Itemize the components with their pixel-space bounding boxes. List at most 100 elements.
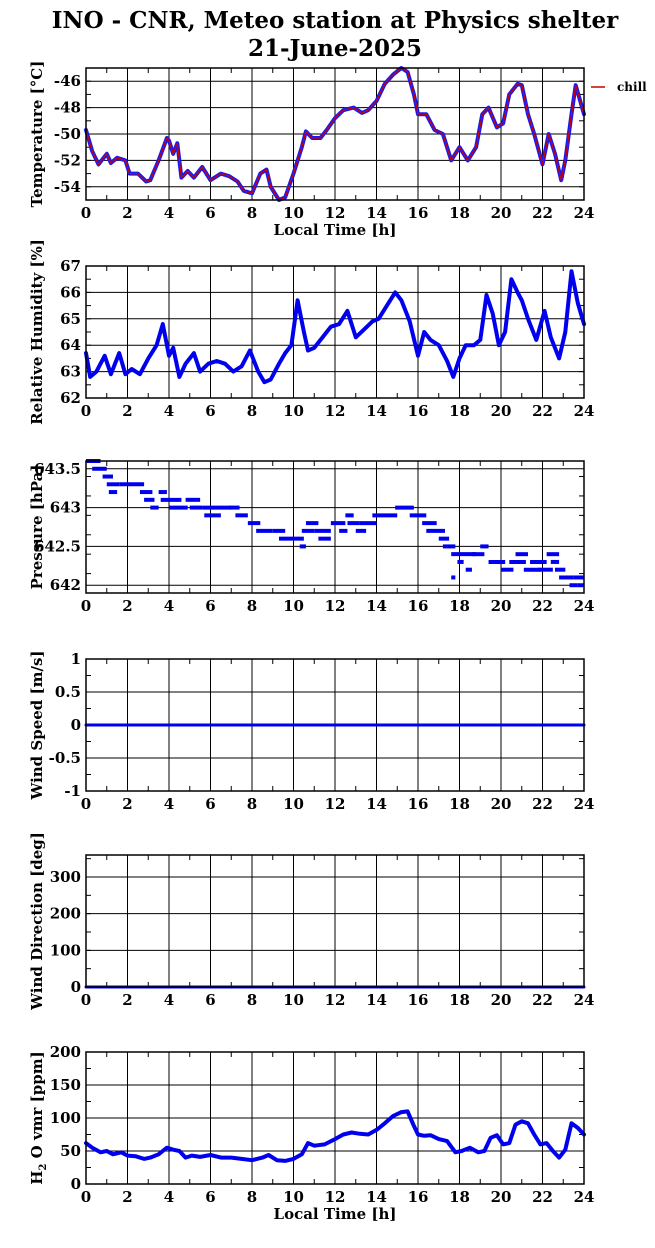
wind-direction-ytick-label: 0 (71, 978, 81, 996)
humidity-ytick-label: 64 (60, 336, 81, 354)
temperature-xtick-label: 10 (283, 204, 304, 222)
humidity-xtick-label: 8 (247, 402, 257, 420)
wind-speed-ytick-label: -1 (64, 782, 81, 800)
pressure-xtick-label: 16 (408, 597, 429, 615)
figure-title-line2: 21-June-2025 (248, 35, 422, 62)
h2o-xtick-label: 14 (366, 1188, 387, 1206)
wind-speed-ylabel: Wind Speed [m/s] (28, 650, 46, 800)
temperature-ytick-label: -48 (54, 99, 81, 117)
humidity-xtick-label: 24 (574, 402, 595, 420)
wind-speed-xtick-label: 12 (325, 795, 346, 813)
h2o-ytick-label: 200 (50, 1043, 81, 1061)
temperature-xtick-label: 0 (81, 204, 91, 222)
h2o-ytick-label: 100 (50, 1109, 81, 1127)
humidity-xtick-label: 22 (532, 402, 553, 420)
wind-direction-xtick-label: 16 (408, 991, 429, 1009)
h2o-xtick-label: 10 (283, 1188, 304, 1206)
figure-title-line1: INO - CNR, Meteo station at Physics shel… (52, 7, 619, 34)
temperature-xtick-label: 12 (325, 204, 346, 222)
h2o-xtick-label: 24 (574, 1188, 595, 1206)
humidity-series-rh (84, 269, 586, 385)
humidity-xtick-label: 4 (164, 402, 174, 420)
h2o-frame (85, 1051, 585, 1185)
temperature-xtick-label: 22 (532, 204, 553, 222)
humidity-ytick-label: 62 (60, 389, 81, 407)
wind-direction-xtick-label: 10 (283, 991, 304, 1009)
pressure-xtick-label: 4 (164, 597, 174, 615)
temperature-xtick-label: 20 (491, 204, 512, 222)
h2o-xtick-label: 6 (205, 1188, 215, 1206)
wind-speed-ytick-label: 0.5 (55, 683, 81, 701)
wind-direction-ytick-label: 300 (50, 868, 81, 886)
wind-direction-xtick-label: 4 (164, 991, 174, 1009)
wind-speed-xtick-label: 24 (574, 795, 595, 813)
humidity-xtick-label: 18 (449, 402, 470, 420)
temperature-xlabel: Local Time [h] (274, 221, 397, 239)
temperature-xtick-label: 6 (205, 204, 215, 222)
h2o-ytick-label: 50 (60, 1142, 81, 1160)
humidity-xtick-label: 0 (81, 402, 91, 420)
temperature-xtick-label: 4 (164, 204, 174, 222)
temperature-ytick-label: -46 (54, 72, 81, 90)
wind-direction-xtick-label: 12 (325, 991, 346, 1009)
temperature-xtick-label: 2 (122, 204, 132, 222)
wind-direction-xtick-label: 22 (532, 991, 553, 1009)
h2o-series-h2o (84, 1109, 586, 1163)
wind-direction-xtick-label: 18 (449, 991, 470, 1009)
wind-speed-xtick-label: 20 (491, 795, 512, 813)
h2o-xtick-label: 8 (247, 1188, 257, 1206)
humidity-xtick-label: 16 (408, 402, 429, 420)
wind-direction-xtick-label: 2 (122, 991, 132, 1009)
h2o-ytick-label: 0 (71, 1175, 81, 1193)
temperature-legend: chill (591, 80, 647, 94)
h2o-ylabel: H2 O vmr [ppm] (28, 1051, 49, 1184)
wind-speed-ytick-label: 0 (71, 716, 81, 734)
wind-direction-xtick-label: 20 (491, 991, 512, 1009)
humidity-xtick-label: 20 (491, 402, 512, 420)
wind-speed-xtick-label: 4 (164, 795, 174, 813)
temperature-xtick-label: 14 (366, 204, 387, 222)
temperature-ylabel: Temperature [°C] (28, 61, 46, 208)
wind-speed-xtick-label: 22 (532, 795, 553, 813)
wind-speed-xtick-label: 0 (81, 795, 91, 813)
humidity-xtick-label: 2 (122, 402, 132, 420)
wind-direction-xtick-label: 24 (574, 991, 595, 1009)
wind-speed-xtick-label: 14 (366, 795, 387, 813)
temperature-panel: -54-52-50-48-460 2 4 6 8 10 12 14 16 18 20 22 24Loca… (28, 61, 594, 239)
wind-speed-xtick-label: 8 (247, 795, 257, 813)
wind-speed-ytick-label: -0.5 (49, 749, 81, 767)
pressure-ytick-label: 642 (50, 576, 81, 594)
wind-direction-ytick-label: 100 (50, 941, 81, 959)
temperature-ytick-label: -52 (54, 151, 81, 169)
temperature-xtick-label: 8 (247, 204, 257, 222)
wind-speed-xtick-label: 16 (408, 795, 429, 813)
humidity-xtick-label: 12 (325, 402, 346, 420)
pressure-xtick-label: 22 (532, 597, 553, 615)
wind-speed-xtick-label: 6 (205, 795, 215, 813)
pressure-xtick-label: 14 (366, 597, 387, 615)
wind-direction-ylabel: Wind Direction [deg] (28, 832, 46, 1011)
humidity-ytick-label: 65 (60, 310, 81, 328)
wind-speed-xtick-label: 10 (283, 795, 304, 813)
temperature-xtick-label: 24 (574, 204, 595, 222)
wind-direction-xtick-label: 6 (205, 991, 215, 1009)
wind-speed-ytick-label: 1 (71, 650, 81, 668)
wind-direction-frame (85, 854, 585, 988)
pressure-xtick-label: 2 (122, 597, 132, 615)
h2o-ytick-label: 150 (50, 1076, 81, 1094)
h2o-xtick-label: 4 (164, 1188, 174, 1206)
wind-speed-xtick-label: 2 (122, 795, 132, 813)
h2o-xtick-label: 22 (532, 1188, 553, 1206)
humidity-ylabel: Relative Humidity [%] (28, 239, 46, 425)
temperature-series-chill (85, 67, 585, 201)
humidity-frame (85, 265, 585, 399)
pressure-xtick-label: 0 (81, 597, 91, 615)
temperature-ytick-label: -50 (54, 125, 81, 143)
humidity-ytick-label: 63 (60, 363, 81, 381)
